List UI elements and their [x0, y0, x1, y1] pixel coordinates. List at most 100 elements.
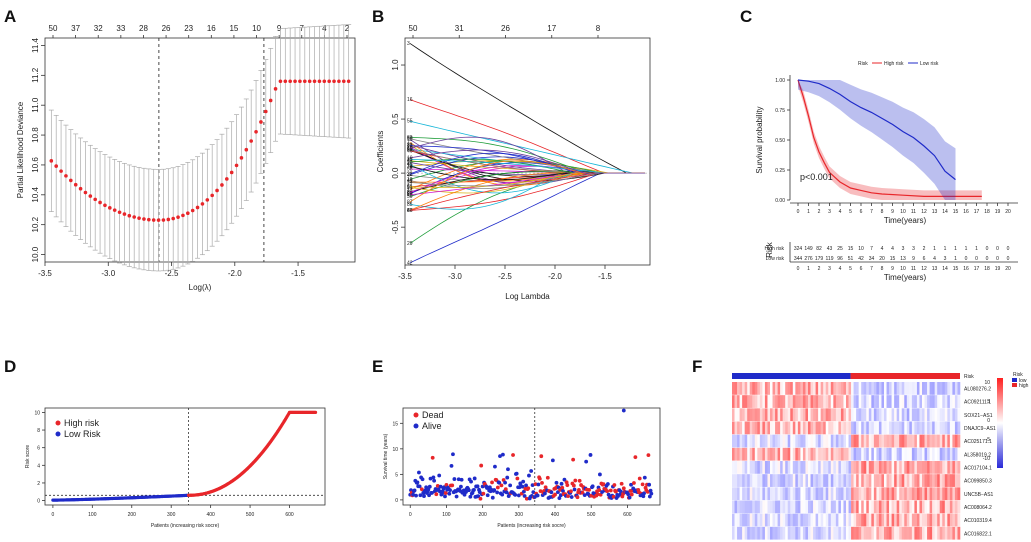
heatmap-cell: [787, 408, 791, 422]
heatmap-cell: [752, 474, 756, 487]
heatmap-cell: [906, 447, 910, 461]
coefficient-path: [409, 149, 645, 174]
heatmap-cell: [904, 395, 908, 408]
heatmap-cell: [939, 421, 943, 435]
legend-title: Risk: [858, 61, 868, 67]
risk-score-point: [313, 410, 318, 415]
heatmap-cell: [861, 395, 865, 408]
heatmap-cell: [886, 421, 890, 435]
heatmap-cell: [911, 461, 915, 474]
heatmap-cell: [889, 382, 892, 395]
heatmap-cell: [873, 421, 877, 435]
heatmap-cell: [795, 500, 799, 514]
heatmap-cell: [830, 526, 834, 540]
coefficient-index: 59: [407, 194, 413, 200]
y-tick-label: 0.0: [391, 167, 400, 179]
heatmap-cell: [891, 434, 895, 448]
heatmap-cell: [886, 434, 890, 448]
heatmap-cell: [894, 395, 897, 408]
heatmap-cell: [762, 434, 766, 448]
heatmap-cell: [861, 447, 865, 461]
y-tick-label: 11.0: [31, 97, 40, 113]
legend-low: low: [1019, 378, 1027, 384]
survival-point: [479, 463, 484, 468]
heatmap-cell: [772, 382, 776, 395]
heatmap-cell: [891, 382, 895, 395]
heatmap-cell: [825, 526, 829, 540]
heatmap-cell: [744, 487, 748, 501]
heatmap-cell: [952, 421, 956, 435]
heatmap-cell: [853, 382, 857, 395]
heatmap-cell: [904, 408, 908, 422]
panel-label-B: B: [372, 7, 384, 26]
heatmap-cell: [894, 434, 897, 448]
heatmap-cell: [739, 474, 743, 487]
heatmap-cell: [790, 526, 794, 540]
coefficient-index: 60: [407, 146, 413, 152]
heatmap-cell: [889, 421, 892, 435]
top-tick-label: 50: [409, 24, 418, 33]
deviance-point: [161, 218, 166, 222]
heatmap-cell: [835, 474, 839, 487]
coefficient-index: 5: [407, 146, 410, 152]
heatmap-cell: [876, 513, 880, 527]
heatmap-cell: [947, 500, 951, 514]
survival-point: [411, 492, 416, 497]
heatmap-cell: [732, 487, 735, 501]
heatmap-cell: [830, 474, 834, 487]
heatmap-cell: [866, 474, 870, 487]
heatmap-cell: [808, 487, 811, 501]
y-axis-label: Risk score: [25, 445, 31, 469]
heatmap-cell: [838, 408, 842, 422]
x-tick-label: 400: [551, 512, 560, 518]
coefficient-index: 71: [407, 158, 413, 164]
heatmap-cell: [747, 395, 751, 408]
heatmap-cell: [767, 447, 771, 461]
heatmap-cell: [790, 461, 794, 474]
heatmap-cell: [797, 447, 801, 461]
survival-point: [535, 493, 540, 498]
heatmap-cell: [863, 513, 867, 527]
survival-point: [621, 408, 626, 413]
heatmap-cell: [899, 421, 903, 435]
heatmap-cell: [843, 395, 847, 408]
heatmap-cell: [787, 447, 791, 461]
top-tick-label: 8: [596, 24, 601, 33]
deviance-point: [98, 200, 102, 205]
heatmap-cell: [914, 408, 918, 422]
heatmap-cell: [772, 408, 776, 422]
deviance-point: [190, 208, 195, 213]
risk-table-x-tick: 1: [807, 266, 810, 272]
heatmap-cell: [861, 500, 865, 514]
risk-count: 34: [869, 256, 875, 262]
heatmap-cell: [853, 513, 857, 527]
heatmap-cell: [922, 500, 925, 514]
risk-count: 1: [954, 256, 957, 262]
heatmap-cell: [795, 382, 799, 395]
heatmap-cell: [762, 421, 766, 435]
heatmap-cell: [813, 513, 816, 527]
survival-point: [469, 479, 473, 484]
heatmap-cell: [764, 461, 768, 474]
p-value-annotation: p<0.001: [800, 172, 833, 182]
heatmap-cell: [810, 461, 814, 474]
heatmap-cell: [815, 447, 819, 461]
heatmap-cell: [899, 395, 903, 408]
heatmap-cell: [810, 474, 814, 487]
heatmap-cell: [833, 461, 837, 474]
heatmap-cell: [858, 526, 862, 540]
heatmap-cell: [899, 382, 903, 395]
risk-count: 0: [986, 246, 989, 252]
heatmap-cell: [949, 526, 953, 540]
heatmap-cell: [797, 382, 801, 395]
heatmap-cell: [851, 382, 854, 395]
heatmap-cell: [851, 408, 854, 422]
heatmap-cell: [785, 526, 789, 540]
heatmap-cell: [914, 434, 918, 448]
heatmap-cell: [818, 408, 821, 422]
heatmap-cell: [866, 447, 870, 461]
heatmap-cell: [813, 408, 816, 422]
survival-point: [571, 483, 576, 488]
heatmap-cell: [954, 487, 958, 501]
heatmap-cell: [949, 421, 953, 435]
